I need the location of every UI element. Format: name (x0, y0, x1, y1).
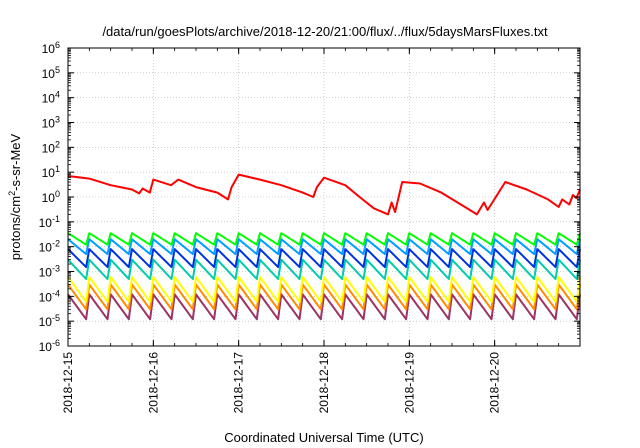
y-axis-label-sup: 2 (7, 191, 17, 196)
y-tick-label: 10-3 (39, 264, 60, 280)
series-line-6 (67, 276, 581, 303)
x-tick-label: 2018-12-15 (61, 352, 75, 414)
series-line-5 (67, 258, 581, 280)
x-tick-label: 2018-12-17 (232, 352, 246, 414)
y-tick-label: 105 (42, 65, 60, 81)
y-tick-label: 102 (42, 139, 60, 155)
series-layer (67, 173, 581, 321)
series-line-8 (67, 293, 581, 321)
x-tick-label: 2018-12-19 (402, 352, 416, 414)
chart-title: /data/run/goesPlots/archive/2018-12-20/2… (102, 24, 548, 39)
x-axis-label: Coordinated Universal Time (UTC) (224, 430, 423, 445)
y-tick-label: 10-4 (39, 288, 60, 304)
y-tick-label: 10-6 (39, 338, 60, 354)
x-tick-label: 2018-12-18 (317, 352, 331, 414)
y-ticks: 10-6 10-5 10-4 10-3 10-2 10-1 100 101 102 103 104 1… (39, 40, 580, 354)
series-line-1 (67, 173, 581, 216)
y-tick-label: 101 (42, 164, 60, 180)
y-axis-label-base: protons/cm (8, 196, 23, 260)
series-line-4 (67, 248, 581, 269)
y-tick-label: 10-2 (39, 239, 60, 255)
y-tick-label: 10-5 (39, 313, 60, 329)
y-tick-label: 100 (42, 189, 60, 205)
series-line-3 (67, 238, 581, 256)
x-ticks: 2018-12-15 2018-12-16 2018-12-17 2018-12-18… (61, 48, 581, 414)
y-tick-label: 10-1 (39, 214, 60, 230)
y-tick-label: 103 (42, 115, 60, 131)
y-axis-label-rest: -s-sr-MeV (8, 133, 23, 190)
y-tick-label: 104 (42, 90, 60, 106)
x-tick-label: 2018-12-20 (488, 352, 502, 414)
x-tick-label: 2018-12-16 (146, 352, 160, 414)
y-tick-label: 106 (42, 40, 60, 56)
y-axis-label: protons/cm2-s-sr-MeV (7, 133, 23, 260)
series-line-2 (67, 232, 581, 246)
